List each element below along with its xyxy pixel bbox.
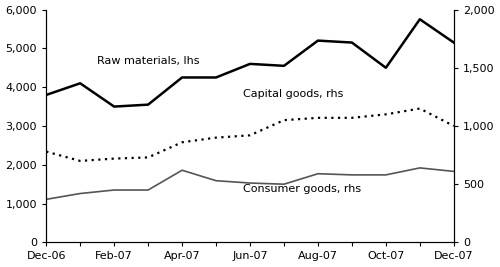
Text: Raw materials, lhs: Raw materials, lhs <box>97 56 200 66</box>
Text: Consumer goods, rhs: Consumer goods, rhs <box>243 184 362 194</box>
Text: Capital goods, rhs: Capital goods, rhs <box>243 89 344 99</box>
